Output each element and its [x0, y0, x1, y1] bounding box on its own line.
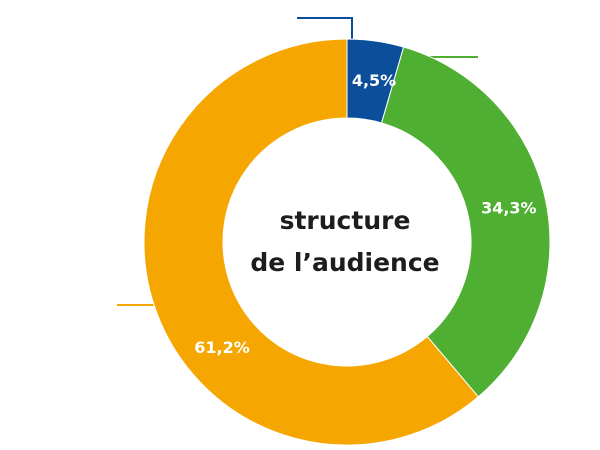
center-title-line-2: de l’audience — [250, 248, 439, 277]
slice-label: 34,3% — [481, 198, 537, 217]
slice-label: 61,2% — [194, 338, 250, 357]
donut-slice — [143, 38, 480, 446]
donut-slices — [143, 38, 551, 446]
leader-line — [297, 17, 353, 40]
center-title-line-1: structure — [280, 206, 411, 235]
donut-slice — [380, 46, 551, 398]
slice-label: 4,5% — [352, 71, 396, 90]
slice-labels: 4,5% 34,3% 61,2% — [194, 71, 536, 357]
